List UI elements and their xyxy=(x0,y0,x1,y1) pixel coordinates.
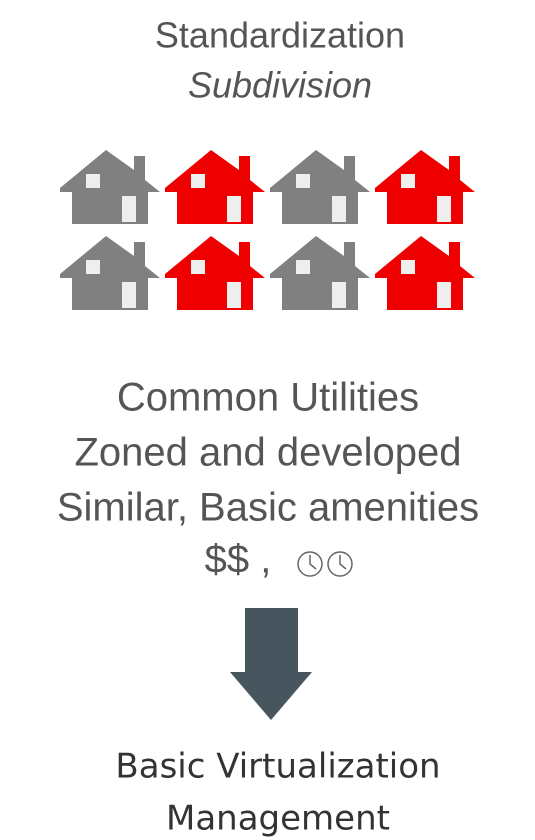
house xyxy=(60,236,160,310)
house-door xyxy=(227,196,241,222)
feature: Common Utilities xyxy=(117,376,419,420)
house-window xyxy=(401,260,415,274)
house xyxy=(375,236,475,310)
feature: Similar, Basic amenities xyxy=(57,486,479,530)
house-door xyxy=(227,282,241,308)
house xyxy=(165,236,265,310)
result: Basic Virtualization xyxy=(115,747,440,787)
house-door xyxy=(437,196,451,222)
house-door xyxy=(437,282,451,308)
house-window xyxy=(296,260,310,274)
house xyxy=(165,150,265,224)
feature: Zoned and developed xyxy=(75,431,462,475)
result: Management xyxy=(166,799,390,839)
house xyxy=(270,150,370,224)
house-window xyxy=(191,260,205,274)
title: Standardization xyxy=(155,15,405,56)
house xyxy=(60,150,160,224)
house-window xyxy=(191,174,205,188)
house xyxy=(375,150,475,224)
house-door xyxy=(122,196,136,222)
house-window xyxy=(401,174,415,188)
houses xyxy=(60,150,475,310)
house-window xyxy=(86,260,100,274)
subtitle: Subdivision xyxy=(188,65,372,106)
clock-icons xyxy=(297,551,353,577)
feature: $$ , xyxy=(205,538,272,582)
house-door xyxy=(332,282,346,308)
house-window xyxy=(296,174,310,188)
house-door xyxy=(122,282,136,308)
house-window xyxy=(86,174,100,188)
house-door xyxy=(332,196,346,222)
down-arrow xyxy=(230,608,312,720)
house xyxy=(270,236,370,310)
